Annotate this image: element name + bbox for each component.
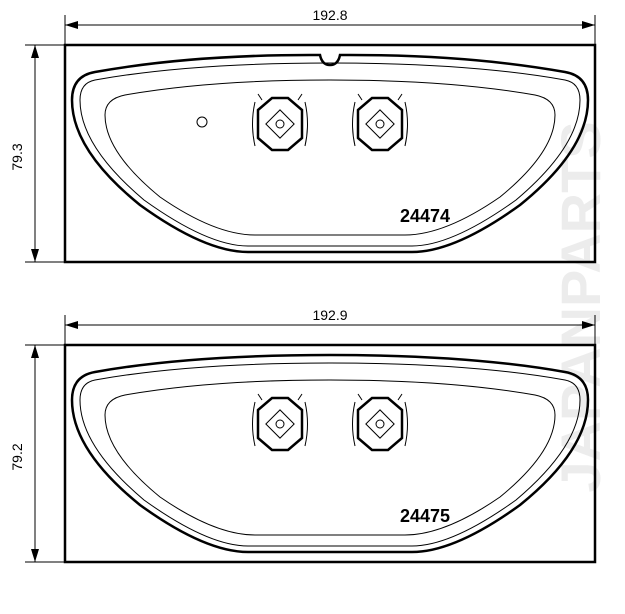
pilot-hole-top bbox=[197, 117, 207, 127]
dim-width-top-label: 192.8 bbox=[312, 7, 347, 23]
pad-inner-bottom bbox=[105, 380, 555, 535]
sensor-right-top bbox=[353, 94, 408, 150]
dim-height-bottom-label: 79.2 bbox=[9, 443, 25, 470]
sensor-left-top bbox=[253, 94, 308, 150]
pad-outer-top bbox=[72, 55, 588, 252]
dim-width-bottom-label: 192.9 bbox=[312, 307, 347, 323]
dim-height-top: 79.3 bbox=[9, 45, 65, 262]
dim-height-top-label: 79.3 bbox=[9, 143, 25, 170]
sensor-right-bottom bbox=[353, 394, 408, 450]
pad-outer-bottom bbox=[72, 355, 588, 552]
part-number-top: 24474 bbox=[400, 206, 450, 226]
watermark-text: JAPANPARTS bbox=[549, 121, 612, 492]
dim-width-bottom: 192.9 bbox=[65, 307, 595, 345]
brake-pad-drawing: JAPANPARTS 192.8 79.3 bbox=[0, 0, 625, 614]
view-bottom: 192.9 79.2 bbox=[9, 307, 595, 562]
dim-height-bottom: 79.2 bbox=[9, 345, 65, 562]
pad-inner-top bbox=[105, 80, 555, 235]
sensor-left-bottom bbox=[253, 394, 308, 450]
dim-width-top: 192.8 bbox=[65, 7, 595, 45]
frame-bottom bbox=[65, 345, 595, 562]
view-top: 192.8 79.3 bbox=[9, 7, 595, 262]
frame-top bbox=[65, 45, 595, 262]
part-number-bottom: 24475 bbox=[400, 506, 450, 526]
